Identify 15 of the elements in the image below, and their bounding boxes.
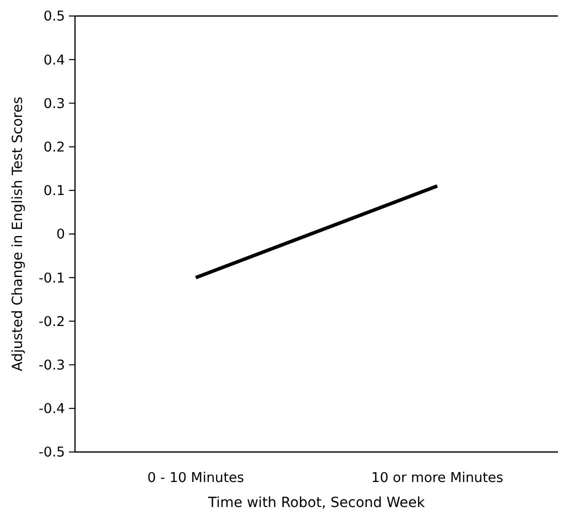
- y-tick-label: 0: [56, 226, 65, 243]
- y-tick-label: 0.1: [44, 183, 65, 200]
- y-tick-label: -0.3: [38, 358, 65, 374]
- x-tick-label: 0 - 10 Minutes: [147, 470, 244, 486]
- y-tick-label: -0.5: [38, 444, 65, 461]
- y-tick-label: 0.2: [44, 140, 65, 156]
- x-tick-label: 10 or more Minutes: [371, 470, 504, 486]
- y-tick-label: 0.4: [44, 52, 65, 68]
- y-tick-label: -0.1: [38, 270, 65, 286]
- x-axis-title: Time with Robot, Second Week: [207, 495, 426, 511]
- y-tick-label: 0.3: [44, 96, 65, 112]
- y-axis-title: Adjusted Change in English Test Scores: [10, 96, 26, 372]
- y-tick-label: -0.2: [38, 314, 65, 330]
- y-tick-label: -0.4: [38, 401, 65, 418]
- y-tick-label: 0.5: [44, 8, 65, 25]
